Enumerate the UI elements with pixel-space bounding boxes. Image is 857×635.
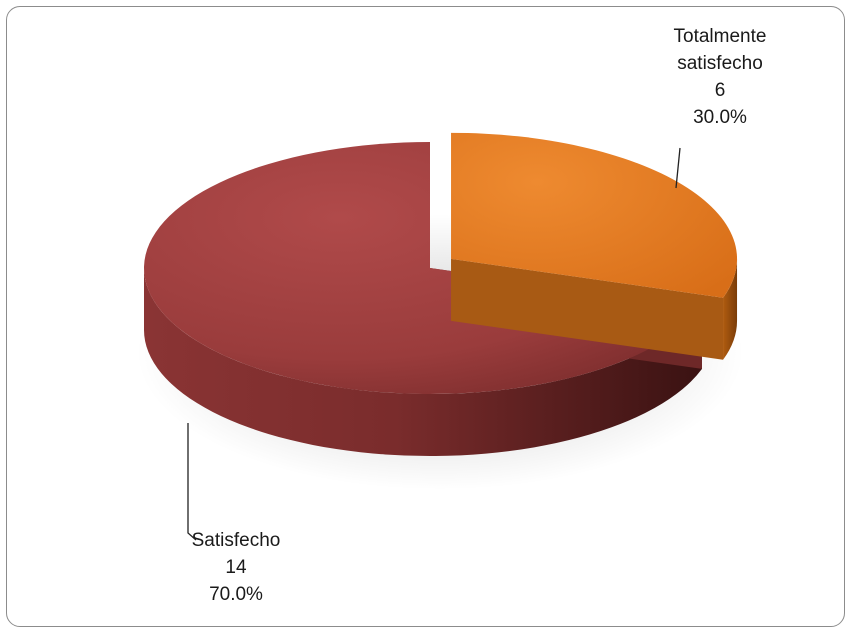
data-label-line: 70.0% <box>209 584 263 605</box>
data-label-line: Satisfecho <box>192 530 281 551</box>
leader-line-1 <box>187 423 197 541</box>
data-label-line: 30.0% <box>693 107 747 128</box>
data-label-1: Satisfecho 14 70.0% <box>192 530 281 605</box>
data-label-line: Totalmente <box>674 26 767 47</box>
pie-slice-side-1 <box>144 268 703 456</box>
leader-line-0 <box>675 147 681 189</box>
pie-slice-side-0 <box>723 258 738 360</box>
data-label-0: Totalmente satisfecho 6 30.0% <box>674 26 767 128</box>
data-label-line: 14 <box>225 557 247 578</box>
data-label-line: 6 <box>715 80 726 101</box>
data-label-line: satisfecho <box>677 53 763 74</box>
pie-slice-0 <box>451 132 738 298</box>
pie-slice-cut-0 <box>451 258 724 360</box>
